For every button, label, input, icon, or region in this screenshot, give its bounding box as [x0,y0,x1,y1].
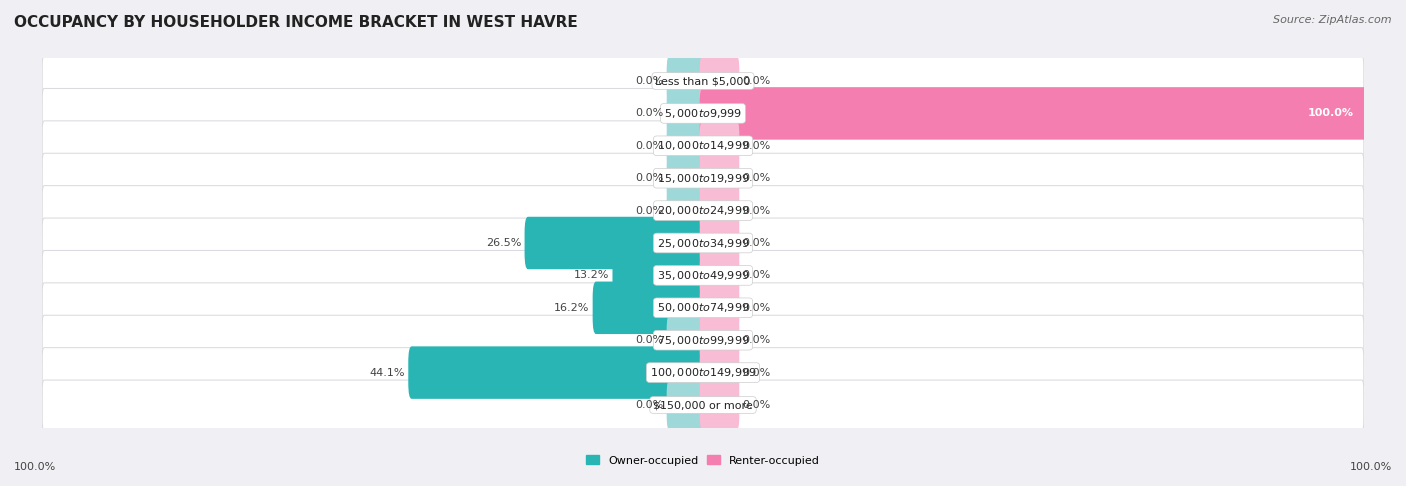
FancyBboxPatch shape [700,379,740,431]
Text: 0.0%: 0.0% [742,400,770,410]
Text: $10,000 to $14,999: $10,000 to $14,999 [657,139,749,152]
Text: $75,000 to $99,999: $75,000 to $99,999 [657,334,749,347]
Text: 0.0%: 0.0% [742,238,770,248]
FancyBboxPatch shape [666,379,706,431]
Text: 0.0%: 0.0% [742,173,770,183]
Text: 0.0%: 0.0% [636,173,664,183]
Text: 0.0%: 0.0% [636,400,664,410]
Text: 0.0%: 0.0% [636,76,664,86]
Text: 100.0%: 100.0% [1308,108,1354,119]
FancyBboxPatch shape [666,184,706,237]
FancyBboxPatch shape [593,281,706,334]
Text: 100.0%: 100.0% [1350,462,1392,471]
Text: $100,000 to $149,999: $100,000 to $149,999 [650,366,756,379]
Text: 0.0%: 0.0% [636,335,664,345]
Text: 44.1%: 44.1% [370,367,405,378]
Text: Source: ZipAtlas.com: Source: ZipAtlas.com [1274,15,1392,25]
FancyBboxPatch shape [42,283,1364,333]
Text: $25,000 to $34,999: $25,000 to $34,999 [657,237,749,249]
FancyBboxPatch shape [700,314,740,366]
Text: 0.0%: 0.0% [742,367,770,378]
Text: 0.0%: 0.0% [636,206,664,216]
FancyBboxPatch shape [700,184,740,237]
Text: 0.0%: 0.0% [742,303,770,313]
FancyBboxPatch shape [700,281,740,334]
Text: 16.2%: 16.2% [554,303,589,313]
FancyBboxPatch shape [666,120,706,172]
Text: $35,000 to $49,999: $35,000 to $49,999 [657,269,749,282]
FancyBboxPatch shape [42,186,1364,236]
Text: $5,000 to $9,999: $5,000 to $9,999 [664,107,742,120]
Text: 100.0%: 100.0% [14,462,56,471]
FancyBboxPatch shape [524,217,706,269]
FancyBboxPatch shape [700,249,740,302]
Text: Less than $5,000: Less than $5,000 [655,76,751,86]
Text: 0.0%: 0.0% [742,335,770,345]
FancyBboxPatch shape [700,217,740,269]
FancyBboxPatch shape [666,314,706,366]
FancyBboxPatch shape [42,153,1364,203]
Text: 0.0%: 0.0% [636,141,664,151]
FancyBboxPatch shape [42,380,1364,430]
FancyBboxPatch shape [42,121,1364,171]
FancyBboxPatch shape [613,249,706,302]
Text: 0.0%: 0.0% [636,108,664,119]
FancyBboxPatch shape [42,56,1364,106]
FancyBboxPatch shape [700,120,740,172]
Text: 0.0%: 0.0% [742,76,770,86]
FancyBboxPatch shape [42,88,1364,139]
Text: OCCUPANCY BY HOUSEHOLDER INCOME BRACKET IN WEST HAVRE: OCCUPANCY BY HOUSEHOLDER INCOME BRACKET … [14,15,578,30]
Text: 13.2%: 13.2% [574,270,609,280]
Text: 0.0%: 0.0% [742,141,770,151]
FancyBboxPatch shape [42,347,1364,398]
FancyBboxPatch shape [700,347,740,399]
Text: 26.5%: 26.5% [486,238,522,248]
FancyBboxPatch shape [666,55,706,107]
Text: $20,000 to $24,999: $20,000 to $24,999 [657,204,749,217]
FancyBboxPatch shape [700,152,740,205]
FancyBboxPatch shape [408,347,706,399]
FancyBboxPatch shape [42,315,1364,365]
FancyBboxPatch shape [666,87,706,139]
Text: 0.0%: 0.0% [742,206,770,216]
Text: 0.0%: 0.0% [742,270,770,280]
FancyBboxPatch shape [42,250,1364,300]
Text: $150,000 or more: $150,000 or more [654,400,752,410]
FancyBboxPatch shape [666,152,706,205]
FancyBboxPatch shape [700,55,740,107]
Text: $50,000 to $74,999: $50,000 to $74,999 [657,301,749,314]
Text: $15,000 to $19,999: $15,000 to $19,999 [657,172,749,185]
FancyBboxPatch shape [42,218,1364,268]
Legend: Owner-occupied, Renter-occupied: Owner-occupied, Renter-occupied [581,451,825,470]
FancyBboxPatch shape [700,87,1367,139]
